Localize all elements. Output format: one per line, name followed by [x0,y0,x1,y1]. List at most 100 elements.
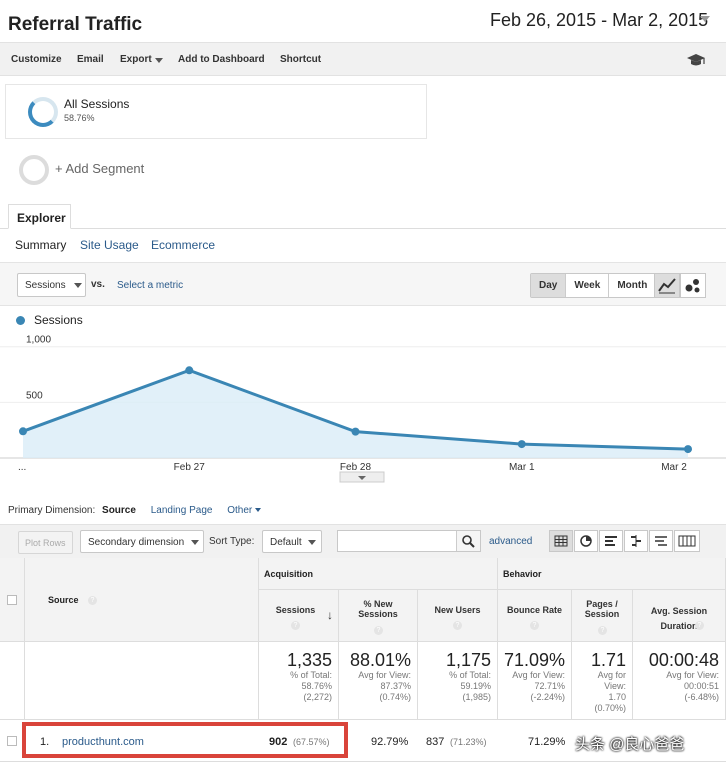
customize-button[interactable]: Customize [11,54,62,65]
total-value: 88.01% [349,650,411,670]
source-header-label: Source [48,595,79,605]
row-bounce-rate: 71.29% [528,736,566,748]
sort-type-select[interactable]: Default [262,530,322,553]
secondary-dimension-select[interactable]: Secondary dimension [80,530,204,553]
column-header-new-users[interactable]: New Users ? [418,590,498,642]
metric-select[interactable]: Sessions [17,273,86,297]
vs-label: vs. [91,279,105,290]
row-index: 1. [40,736,50,748]
subtab-summary[interactable]: Summary [15,238,67,252]
advanced-filter-link[interactable]: advanced [489,536,533,547]
view-performance-button[interactable] [599,530,623,552]
row-new-users-pct: (71.23%) [450,737,487,747]
dimension-source[interactable]: Source [102,505,136,516]
motion-chart-button[interactable] [680,273,706,298]
total-value: 1,175 [445,650,491,670]
subtab-ecommerce[interactable]: Ecommerce [151,238,216,252]
add-segment-label: + Add Segment [55,161,145,176]
behavior-label: Behavior [503,569,542,579]
x-tick-label: Feb 27 [174,462,206,473]
shortcut-button[interactable]: Shortcut [280,54,322,65]
watermark: 头条 @良心爸爸 [575,736,685,753]
help-icon: ? [453,621,462,630]
chevron-down-icon [308,540,316,545]
segment-ring-icon [28,97,58,127]
export-button[interactable]: Export [120,54,152,65]
plot-rows-button[interactable]: Plot Rows [18,531,73,554]
total-value: 71.09% [503,650,565,670]
report-title: Referral Traffic [8,14,143,35]
date-range-picker[interactable]: Feb 26, 2015 - Mar 2, 2015 [490,10,709,30]
data-point[interactable] [351,427,360,436]
row-checkbox[interactable] [7,736,17,746]
legend-dot-sessions [16,316,25,325]
column-header-new-sessions[interactable]: % New Sessions ? [339,590,418,642]
line-chart-button[interactable] [654,273,680,298]
legend-label-sessions: Sessions [34,313,83,327]
x-tick-label: Mar 1 [509,462,535,473]
select-all-checkbox[interactable] [7,595,17,605]
view-term-cloud-button[interactable] [649,530,673,552]
dimension-other[interactable]: Other [227,505,253,516]
table-row[interactable] [0,720,726,762]
table-search-input[interactable] [337,530,481,552]
email-button[interactable]: Email [77,54,104,65]
total-bounce-rate: 71.09% Avg for View: 72.71% (-2.24%) [498,642,572,720]
view-comparison-button[interactable] [624,530,648,552]
total-value: 00:00:48 [648,650,719,670]
row-source-link[interactable]: producthunt.com [62,736,144,748]
data-point[interactable] [684,445,692,454]
view-pie-button[interactable] [574,530,598,552]
granularity-week[interactable]: Week [565,274,608,297]
search-button[interactable] [456,531,480,551]
segment-all-sessions[interactable]: All Sessions 58.76% [5,84,427,139]
add-segment-button[interactable]: + Add Segment [5,145,427,195]
graduation-cap-icon[interactable] [686,53,706,67]
dimension-landing-page[interactable]: Landing Page [150,505,213,516]
data-point[interactable] [185,366,194,375]
row-new-sessions: 92.79% [371,736,409,748]
sort-descending-icon: ↓ [327,608,333,622]
y-tick-label: 500 [26,390,43,401]
granularity-day[interactable]: Day [531,274,566,297]
data-point[interactable] [517,440,526,449]
acquisition-label: Acquisition [264,569,313,579]
total-pages-session: 1.71 Avg for View: 1.70 (0.70%) [572,642,633,720]
sessions-chart: 1,000 500 ... Feb 27 Feb 28 Mar 1 Mar 2 [0,335,726,483]
column-header-bounce-rate[interactable]: Bounce Rate ? [498,590,572,642]
help-icon: ? [695,621,704,630]
column-header-pages-session[interactable]: Pages / Session ? [572,590,633,642]
tab-explorer[interactable]: Explorer [8,204,71,229]
segment-name: All Sessions [64,97,130,111]
total-value: 1,335 [286,650,332,670]
source-column-header[interactable]: Source ? [25,558,259,642]
pivot-icon [678,535,696,547]
add-to-dashboard-button[interactable]: Add to Dashboard [178,54,265,65]
pie-chart-icon [580,535,592,547]
totals-row-spacer [0,642,25,720]
column-label: Avg. Session Duration [650,606,708,631]
tab-divider [0,228,726,229]
highlight-box [22,722,348,758]
bar-chart-icon [605,536,617,546]
total-avg-session-duration: 00:00:48 Avg for View: 00:00:51 (-6.48%) [633,642,726,720]
term-cloud-icon [655,536,667,546]
sort-type-label: Sort Type: [209,536,255,547]
column-header-sessions[interactable]: Sessions ? ↓ [259,590,339,642]
subtab-site-usage[interactable]: Site Usage [80,238,139,252]
acquisition-group-header: Acquisition [259,558,498,590]
total-subtext: Avg for View: 1.70 (0.70%) [594,670,626,713]
select-metric-link[interactable]: Select a metric [117,280,184,291]
search-icon [462,535,475,548]
total-value: 1.71 [590,650,626,670]
column-header-avg-session-duration[interactable]: Avg. Session Duration ? [633,590,726,642]
sort-type-value: Default [270,537,302,548]
column-label: % New Sessions [358,599,398,619]
total-subtext: % of Total: 58.76% (2,272) [290,670,332,702]
chevron-down-icon[interactable] [700,16,710,22]
view-pivot-button[interactable] [674,530,700,552]
granularity-month[interactable]: Month [608,274,655,297]
view-table-button[interactable] [549,530,573,552]
data-point[interactable] [19,427,27,436]
totals-row-label [25,642,259,720]
